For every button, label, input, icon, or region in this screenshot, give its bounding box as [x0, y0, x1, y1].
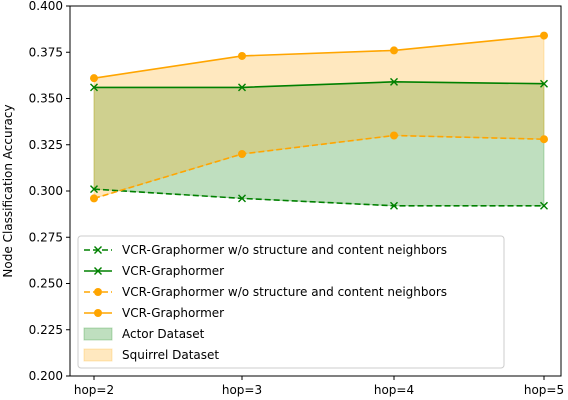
fill-areas [93, 35, 545, 207]
data-point [90, 194, 98, 203]
legend-label: VCR-Graphormer w/o structure and content… [122, 243, 447, 257]
y-tick-label: 0.350 [29, 92, 63, 106]
data-point [238, 150, 246, 158]
data-point [90, 83, 98, 92]
x-tick-label: hop=3 [222, 383, 262, 397]
x-tick-label: hop=2 [74, 383, 114, 397]
data-point [238, 194, 246, 203]
legend-marker [94, 288, 102, 296]
series-line-2 [94, 81, 545, 89]
marker-stroke [94, 267, 102, 275]
data-point [90, 74, 98, 83]
legend-label: VCR-Graphormer [122, 306, 224, 320]
marker-stroke [238, 194, 246, 203]
series-line-3 [93, 134, 545, 200]
legend-marker [94, 309, 102, 317]
legend: VCR-Graphormer w/o structure and content… [77, 235, 505, 369]
marker-stroke [390, 201, 398, 210]
marker-stroke [90, 83, 98, 92]
data-point [238, 51, 246, 60]
legend-swatch [83, 327, 113, 341]
y-axis: 0.200 0.225 0.250 0.275 0.300 0.325 0.350 0.375… [29, 0, 70, 383]
data-point [238, 83, 246, 92]
y-tick-label: 0.225 [29, 323, 63, 337]
y-tick-label: 0.200 [29, 369, 63, 383]
data-point [540, 135, 548, 144]
y-tick-label: 0.325 [29, 138, 63, 152]
y-tick-label: 0.250 [29, 277, 63, 291]
data-point [390, 77, 398, 86]
x-tick-label: hop=4 [374, 383, 414, 397]
marker-stroke [540, 79, 548, 88]
legend-label: VCR-Graphormer [122, 264, 224, 278]
data-point [390, 46, 398, 55]
y-axis-label: Node Classification Accuracy [1, 104, 15, 277]
data-point [540, 79, 548, 88]
legend-label: Squirrel Dataset [122, 348, 219, 362]
marker-stroke [94, 246, 102, 254]
data-point [540, 31, 548, 40]
marker-stroke [540, 201, 548, 210]
legend-swatch [83, 348, 113, 362]
x-tick-label: hop=5 [524, 383, 564, 397]
data-point [540, 201, 548, 210]
data-point [390, 201, 398, 210]
marker-stroke [238, 83, 246, 92]
legend-label: VCR-Graphormer w/o structure and content… [122, 285, 447, 299]
series-line-1 [93, 188, 544, 207]
series-markers [90, 31, 548, 210]
legend-marker [94, 267, 102, 275]
y-tick-label: 0.400 [29, 0, 63, 13]
series-line-4 [93, 34, 545, 79]
data-point [90, 185, 98, 194]
data-point [390, 131, 398, 140]
legend-label: Actor Dataset [122, 327, 205, 341]
marker-stroke [390, 77, 398, 86]
x-axis: hop=2 hop=3 hop=4 hop=5 [74, 376, 564, 397]
series-lines [93, 34, 545, 207]
y-tick-label: 0.300 [29, 184, 63, 198]
legend-box [77, 235, 505, 369]
legend-marker [94, 246, 102, 254]
y-tick-label: 0.375 [29, 45, 63, 59]
y-tick-label: 0.275 [29, 230, 63, 244]
marker-stroke [90, 185, 98, 194]
